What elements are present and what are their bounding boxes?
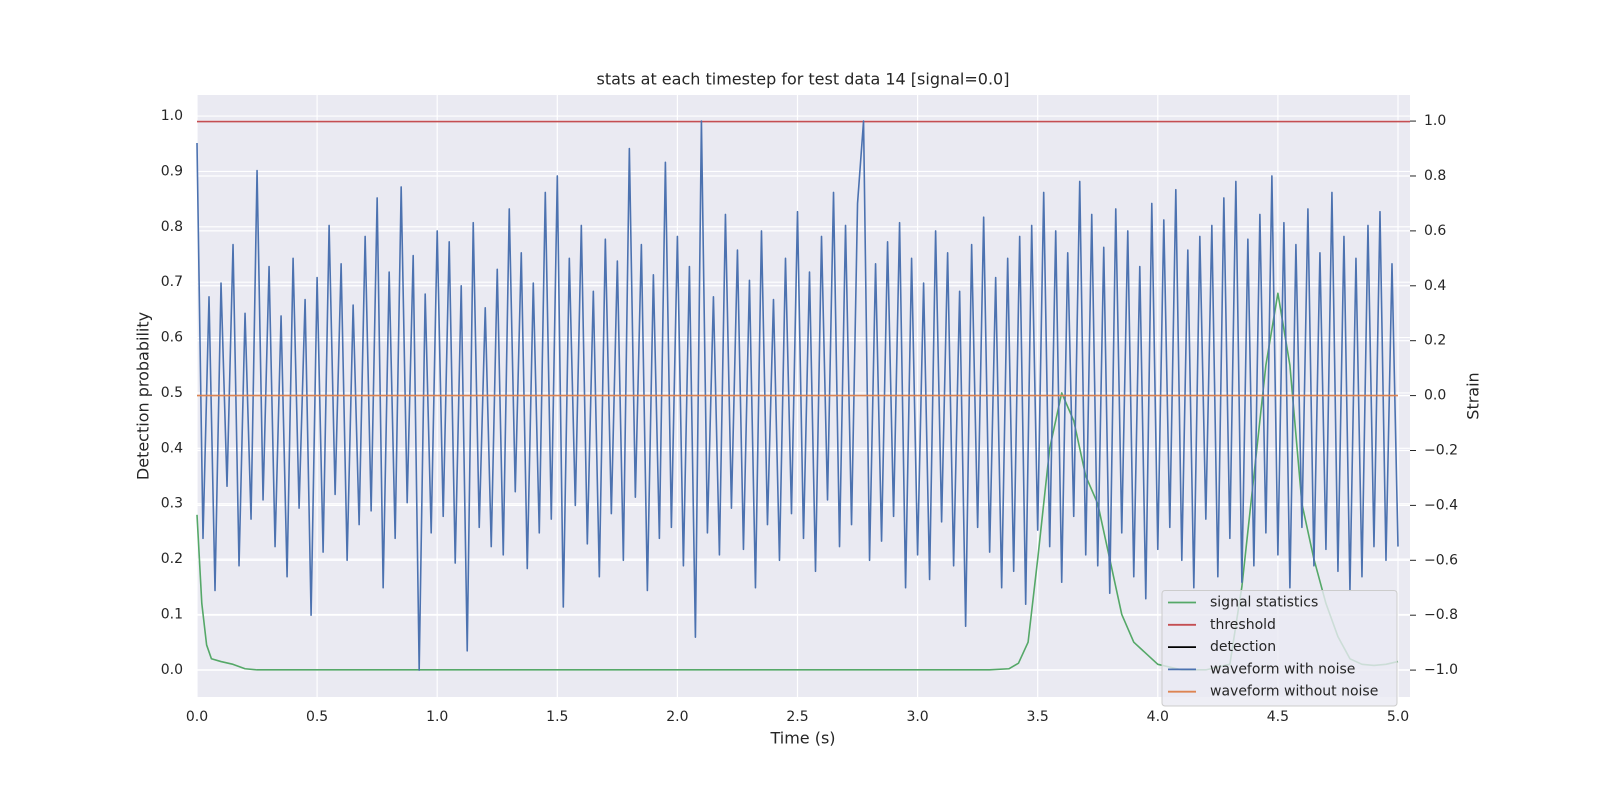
ticks: 0.0 0.5 1.0 1.5 2.0 2.5 3.0 3.5 4.0 4.5 5.0 0.0 0.1 0… xyxy=(161,108,1458,725)
legend-label: signal statistics xyxy=(1210,595,1318,611)
legend-label: waveform without noise xyxy=(1210,684,1378,700)
y2-tick-label: −0.8 xyxy=(1424,607,1458,623)
x-tick-label: 5.0 xyxy=(1387,709,1409,725)
x-tick-label: 4.0 xyxy=(1147,709,1169,725)
y2-tick-label: 0.6 xyxy=(1424,223,1446,239)
series-line xyxy=(196,292,1399,671)
x-tick-label: 3.5 xyxy=(1027,709,1049,725)
y-tick-label: 0.0 xyxy=(161,662,183,678)
y2-tick-label: 0.8 xyxy=(1424,168,1446,184)
legend-box xyxy=(1161,590,1398,707)
x-tick-label: 1.0 xyxy=(426,709,448,725)
legend-label: detection xyxy=(1210,639,1276,655)
y-tick-label: 0.6 xyxy=(161,330,183,346)
y-tick-label: 0.1 xyxy=(161,606,183,622)
y2-tick-label: −0.6 xyxy=(1424,552,1458,568)
y-tick-label: 0.3 xyxy=(161,496,183,512)
x-tick-label: 4.5 xyxy=(1267,709,1289,725)
y2-tick-label: −0.2 xyxy=(1424,442,1458,458)
y2-tick-label: 0.4 xyxy=(1424,278,1446,294)
y2-tick-label: 0.0 xyxy=(1424,388,1446,404)
y2-tick-label: −0.4 xyxy=(1424,497,1458,513)
lines xyxy=(196,120,1410,671)
x-tick-label: 3.0 xyxy=(906,709,928,725)
legend-label: threshold xyxy=(1210,617,1276,633)
legend: signal statistics threshold detection wavef… xyxy=(1161,590,1398,707)
y-tick-label: 0.5 xyxy=(161,385,183,401)
series-line xyxy=(196,120,1399,671)
y-tick-label: 0.8 xyxy=(161,219,183,235)
x-tick-label: 2.5 xyxy=(786,709,808,725)
y2-tick-label: −1.0 xyxy=(1424,662,1458,678)
legend-label: waveform with noise xyxy=(1210,661,1355,677)
y-tick-label: 0.7 xyxy=(161,274,183,290)
y2-tick-label: 0.2 xyxy=(1424,333,1446,349)
x-tick-label: 1.5 xyxy=(546,709,568,725)
y2-axis-label: Strain xyxy=(1464,372,1483,419)
y-axis-label: Detection probability xyxy=(134,312,153,480)
x-axis-label: Time (s) xyxy=(769,729,835,748)
y-tick-label: 0.2 xyxy=(161,551,183,567)
y-tick-label: 0.4 xyxy=(161,440,183,456)
x-tick-label: 0.0 xyxy=(186,709,208,725)
chart-title: stats at each timestep for test data 14 … xyxy=(597,70,1010,89)
y-tick-label: 1.0 xyxy=(161,108,183,124)
x-tick-label: 0.5 xyxy=(306,709,328,725)
y2-tick-label: 1.0 xyxy=(1424,113,1446,129)
x-tick-label: 2.0 xyxy=(666,709,688,725)
y-tick-label: 0.9 xyxy=(161,163,183,179)
